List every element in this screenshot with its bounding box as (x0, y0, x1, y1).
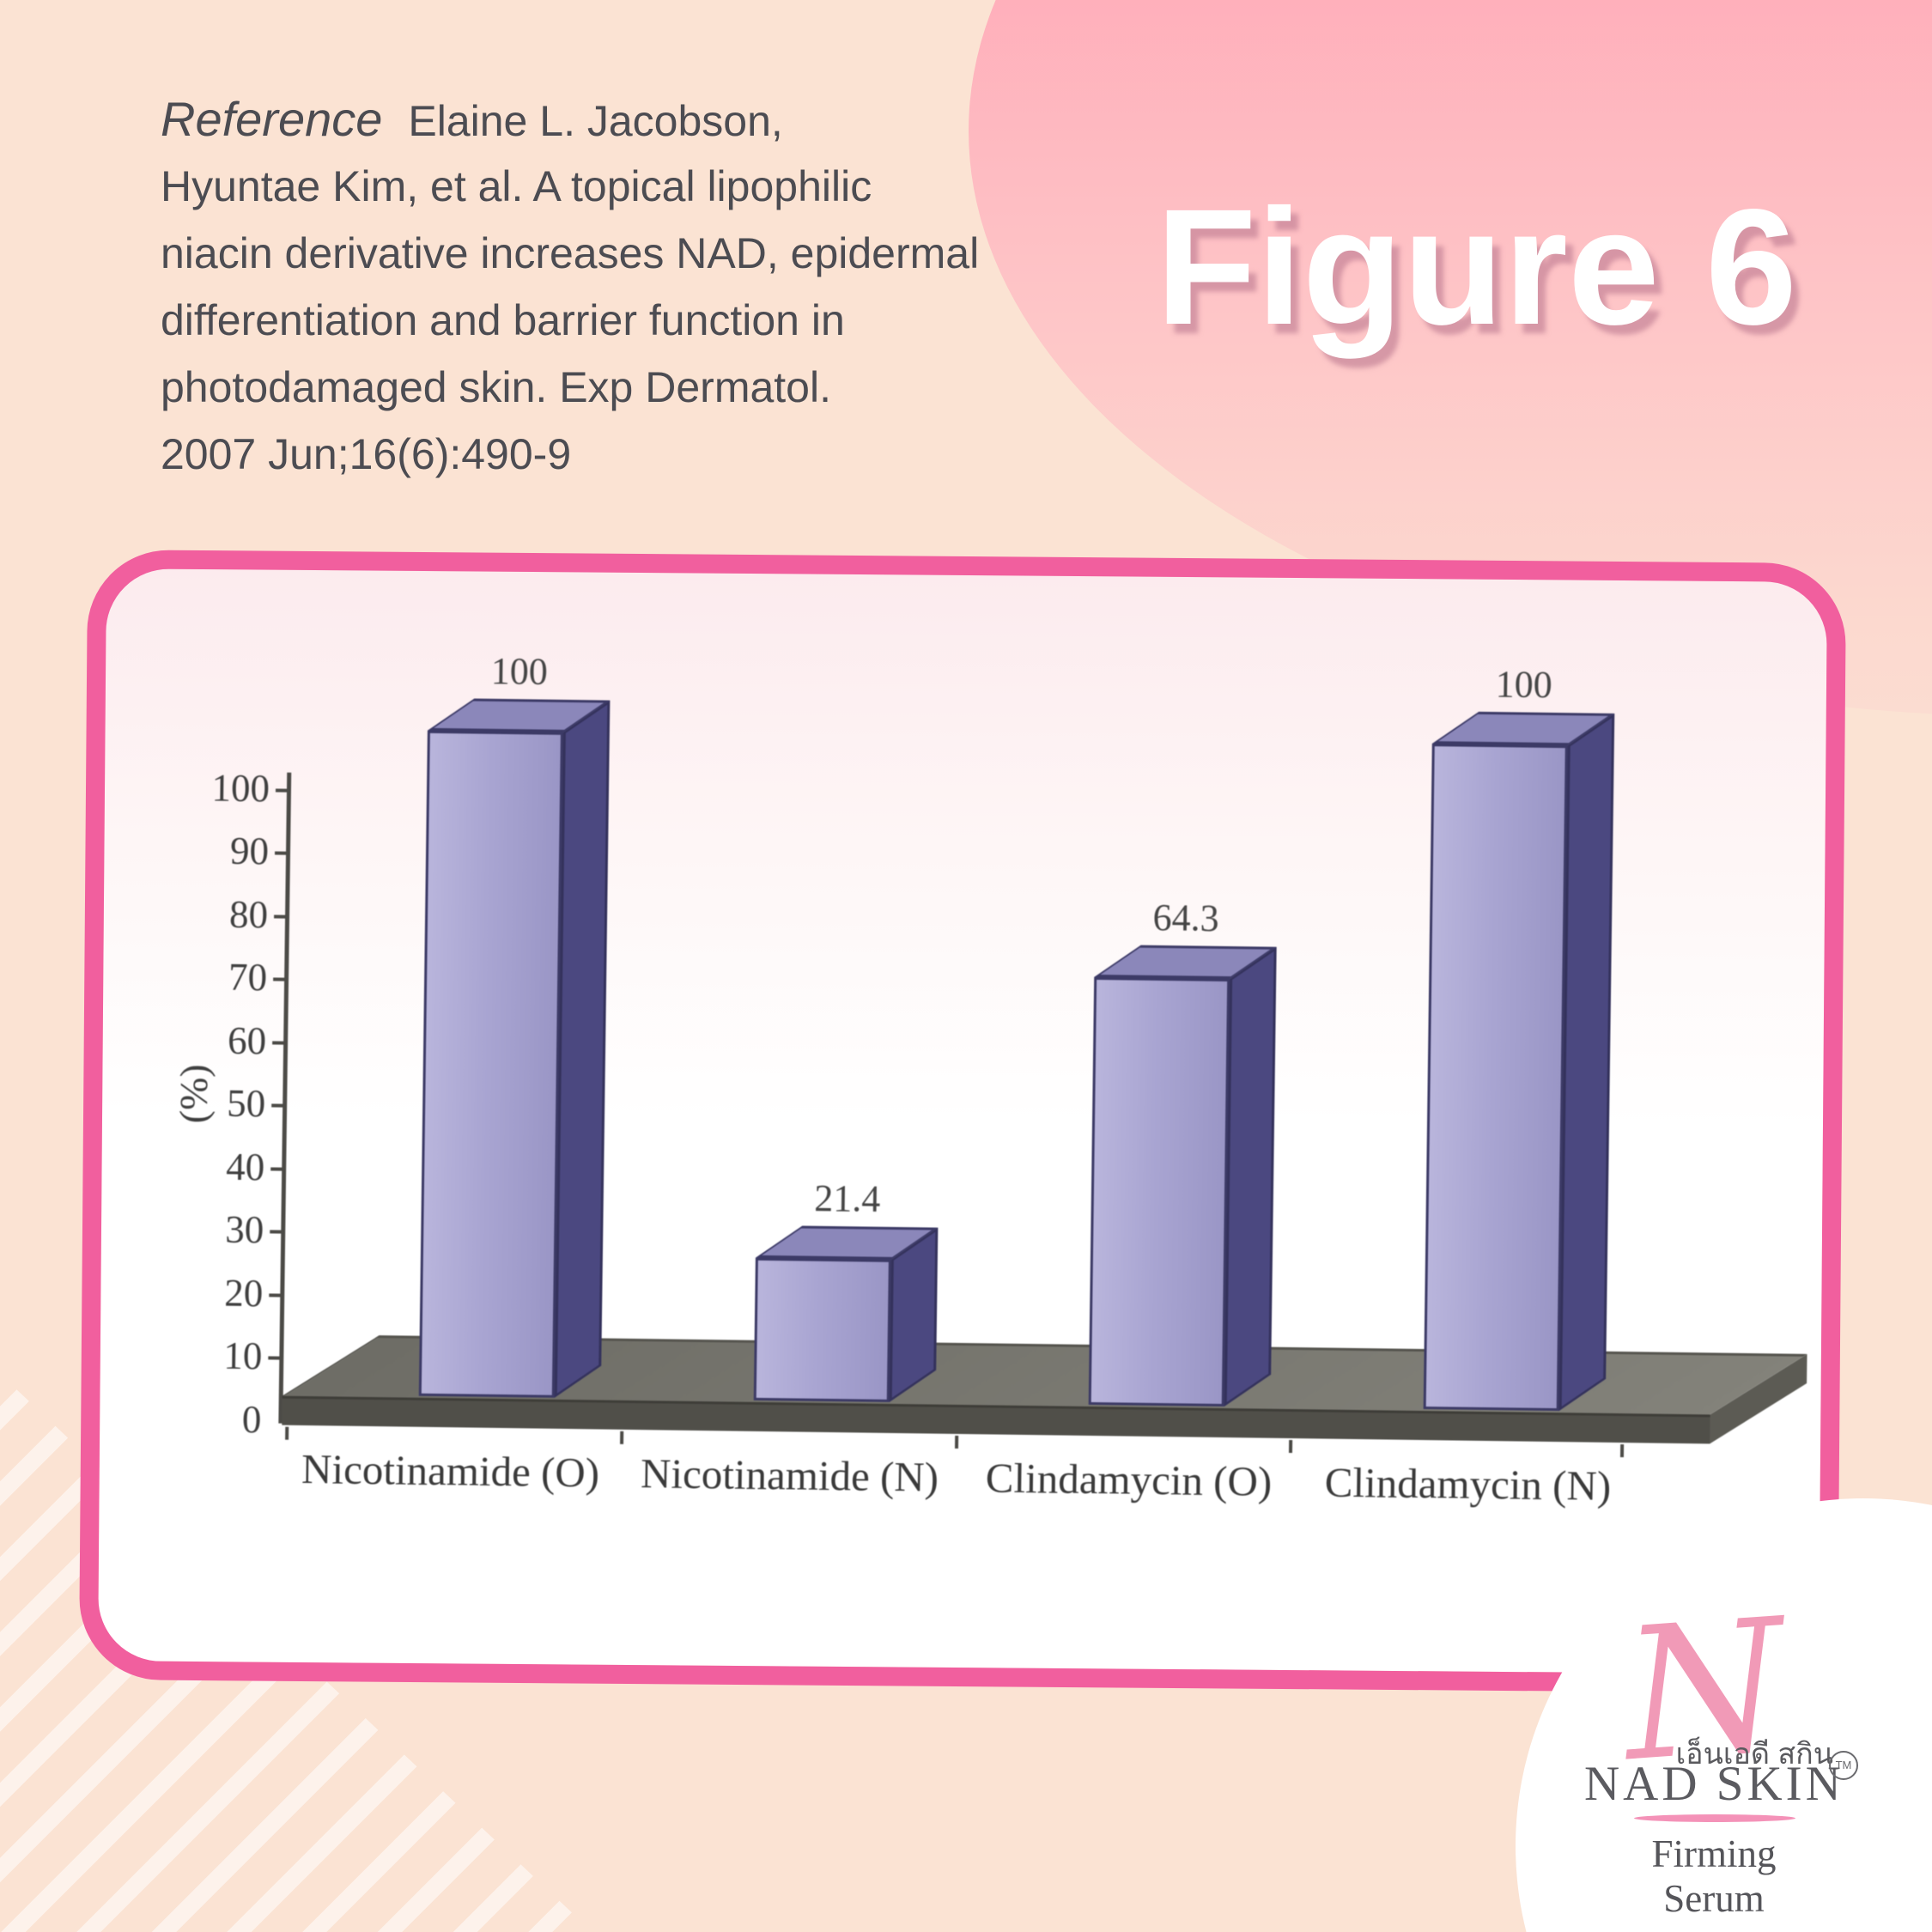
x-tickmark (285, 1426, 289, 1440)
y-tickmark (270, 1230, 283, 1234)
bar-side-face (1224, 946, 1277, 1407)
trademark-icon: TM (1829, 1751, 1858, 1780)
y-tick-label: 90 (229, 829, 270, 873)
reference-line: niacin derivative increases NAD, epiderm… (161, 229, 980, 277)
y-tick-label: 70 (228, 955, 268, 999)
x-tickmark (955, 1435, 959, 1449)
reference-block: Reference Elaine L. Jacobson, Hyuntae Kim… (161, 86, 979, 488)
logo-thai-text: เอ็นเอดี สกิน (1675, 1738, 1833, 1771)
x-category-label: Nicotinamide (N) (640, 1449, 939, 1501)
x-tickmark (1288, 1440, 1293, 1454)
bar-value-label: 64.3 (1152, 896, 1219, 939)
y-tickmark (268, 1356, 282, 1360)
reference-line: 2007 Jun;16(6):490-9 (161, 430, 572, 478)
reference-text: Elaine L. Jacobson, (408, 97, 783, 145)
y-tickmark (269, 1293, 283, 1297)
reference-label: Reference (161, 92, 383, 146)
bar-front-face (418, 730, 563, 1398)
y-tick-label: 20 (223, 1271, 264, 1315)
reference-line: differentiation and barrier function in (161, 296, 845, 344)
y-axis-title: (%) (171, 1063, 216, 1124)
x-category-label: Clindamycin (N) (1324, 1458, 1612, 1510)
x-tickmark (1619, 1444, 1625, 1458)
reference-line: Hyuntae Kim, et al. A topical lipophilic (161, 162, 872, 210)
page-title: Figure 6 (1156, 174, 1797, 359)
bar-chart: 0 10 20 30 40 50 60 70 80 90 100 (%) (95, 564, 1830, 1679)
y-tick-label: 10 (223, 1334, 263, 1378)
y-tick-label: 30 (224, 1207, 264, 1252)
x-tickmark (620, 1431, 624, 1444)
reference-line: Reference Elaine L. Jacobson, (161, 86, 979, 153)
bar-front-face (1423, 744, 1568, 1412)
bar-nicotinamide-n: 21.4 (753, 1177, 939, 1403)
reference-line: photodamaged skin. Exp Dermatol. (161, 363, 831, 411)
bar-nicotinamide-o: 100 (418, 650, 611, 1399)
y-tickmark (273, 977, 287, 981)
bar-front-face (753, 1257, 891, 1402)
bar-value-label: 100 (1495, 663, 1553, 706)
logo-brand-name: NAD SKIN (1584, 1757, 1844, 1811)
logo-swoosh-divider (1634, 1814, 1795, 1822)
y-tickmark (274, 851, 289, 855)
y-tickmark (275, 788, 289, 793)
x-category-label: Nicotinamide (O) (301, 1444, 600, 1497)
bar-front-face (1088, 976, 1230, 1407)
bar-clindamycin-n: 100 (1423, 663, 1615, 1412)
bar-side-face (1558, 713, 1615, 1412)
x-category-label: Clindamycin (O) (985, 1454, 1273, 1505)
bar-clindamycin-o: 64.3 (1088, 896, 1277, 1407)
y-tick-label: 100 (211, 766, 270, 811)
y-axis (278, 772, 292, 1424)
y-tick-label: 0 (241, 1398, 262, 1442)
logo-tagline: Firming Serum (1651, 1832, 1777, 1920)
figure-card: 0 10 20 30 40 50 60 70 80 90 100 (%) (78, 549, 1847, 1694)
bar-side-face (554, 700, 611, 1398)
y-tickmark (274, 914, 288, 919)
bar-value-label: 100 (490, 649, 549, 693)
y-tickmark (271, 1103, 285, 1108)
y-tickmark (270, 1167, 284, 1171)
y-tick-label: 80 (228, 892, 269, 937)
y-tickmark (272, 1041, 286, 1045)
bar-value-label: 21.4 (813, 1176, 881, 1220)
